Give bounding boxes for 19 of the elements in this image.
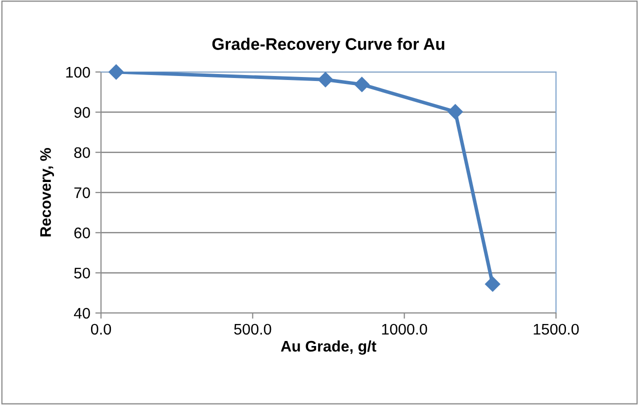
y-tick-label: 70	[74, 187, 90, 198]
y-tick-label: 80	[74, 147, 90, 158]
point	[318, 72, 334, 88]
y-axis-title: Recovery, %	[40, 148, 54, 236]
x-tick-label: 1500.0	[534, 324, 579, 335]
chart-title: Grade-Recovery Curve for Au	[212, 38, 444, 54]
point	[485, 276, 500, 292]
y-tick-label: 40	[74, 308, 90, 319]
y-tick-label: 90	[74, 107, 90, 118]
x-tick-label: 500.0	[234, 324, 272, 335]
y-tick-label: 60	[74, 228, 90, 238]
y-tick-label: 100	[66, 66, 90, 78]
point	[108, 64, 124, 80]
x-tick-label: 0.0	[90, 324, 112, 335]
y-tick-label: 50	[74, 268, 90, 279]
x-tick-label: 1000.0	[382, 324, 428, 335]
point	[354, 76, 370, 92]
x-axis-title: Au Grade, g/t	[280, 340, 376, 355]
point	[448, 104, 463, 120]
